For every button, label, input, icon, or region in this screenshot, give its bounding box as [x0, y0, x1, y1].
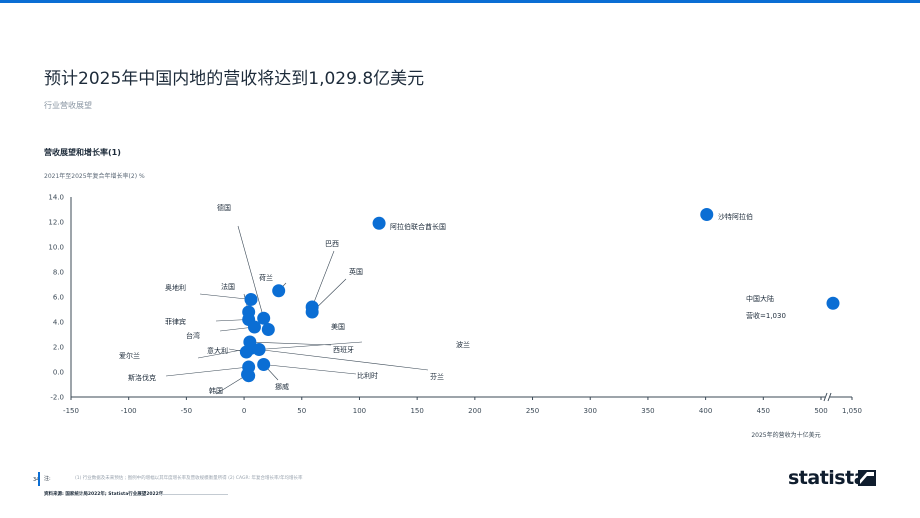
- point-label: 阿拉伯联合酋长国: [390, 222, 446, 231]
- point-label: 挪威: [275, 382, 289, 391]
- y-tick-label: 0.0: [53, 369, 64, 377]
- point-label: 荷兰: [259, 273, 273, 282]
- point-label: 台湾: [186, 331, 200, 340]
- point-label: 法国: [221, 282, 235, 291]
- data-point: [272, 284, 286, 298]
- x-axis-label: 2025年的营收为十亿美元: [751, 431, 820, 439]
- x-tick-label: 250: [526, 407, 539, 415]
- y-tick-label: 2.0: [53, 344, 64, 352]
- data-point: [242, 369, 256, 383]
- y-tick-label: 10.0: [48, 244, 64, 252]
- point-label: 巴西: [325, 240, 339, 248]
- x-tick-label: 150: [410, 407, 423, 415]
- y-tick-label: 12.0: [48, 219, 64, 227]
- leader-line: [263, 364, 357, 375]
- leader-line: [237, 225, 264, 319]
- y-tick-label: 14.0: [48, 194, 64, 202]
- x-tick-label: 200: [468, 407, 481, 415]
- data-point: [257, 358, 271, 371]
- source-divider: [160, 494, 228, 495]
- source-text: 资料来源: 国家统计局2022年; Statista行业展望2022年: [44, 492, 164, 497]
- point-label: 德国: [217, 203, 231, 212]
- point-label: 韩国: [209, 386, 223, 395]
- x-tick-label: 100: [353, 407, 366, 415]
- leader-line: [249, 341, 332, 346]
- footnote-label: 注:: [44, 476, 51, 482]
- leader-line: [259, 349, 429, 371]
- axis-break-gap: [825, 393, 830, 401]
- page-subtitle: 行业营收展望: [44, 101, 92, 110]
- footnote-text: (1) 行业数据及未来预估 ; 图例中的增幅以其年度增长率及营收规模衡量所得 (…: [75, 476, 303, 481]
- page-number: 34: [33, 477, 40, 483]
- point-label: 西班牙: [333, 345, 354, 354]
- x-tick-label: -100: [121, 407, 137, 415]
- top-accent-bar: [0, 0, 920, 3]
- x-tick-label: 450: [757, 407, 770, 415]
- data-point: [700, 208, 714, 221]
- point-label: 比利时: [357, 371, 378, 380]
- axis-break-mark: [827, 392, 832, 402]
- data-point: [372, 216, 386, 230]
- point-label: 意大利: [207, 346, 228, 355]
- x-tick-label: 0: [242, 407, 246, 415]
- data-point: [305, 305, 319, 319]
- scatter-chart: -150 -100 -50 0 50 100 150 200 250 300 350 400 450 50…: [48, 194, 862, 440]
- point-label: 中国大陆: [746, 294, 774, 303]
- x-tick-label: 1,050: [842, 407, 862, 415]
- statista-logo[interactable]: statista: [788, 467, 867, 489]
- statista-logo-mark-icon: [858, 470, 876, 486]
- point-label: 芬兰: [430, 372, 444, 381]
- x-tick-label: 500: [814, 407, 827, 415]
- x-tick-label: -150: [63, 407, 79, 415]
- x-tick-label: 350: [641, 407, 654, 415]
- y-tick-label: -2.0: [50, 394, 64, 402]
- data-point: [244, 293, 258, 306]
- y-tick-label: 8.0: [53, 269, 64, 277]
- data-point: [252, 343, 266, 356]
- x-tick-label: 400: [699, 407, 712, 415]
- leader-line: [311, 250, 335, 308]
- y-axis-label: 2021年至2025年复合年增长率(2) %: [44, 173, 145, 180]
- data-point: [257, 311, 271, 325]
- y-tick-label: 4.0: [53, 319, 64, 327]
- leader-line: [199, 293, 252, 300]
- point-label: 英国: [349, 267, 363, 276]
- point-label: 沙特阿拉伯: [718, 212, 753, 221]
- data-point: [826, 296, 840, 310]
- y-tick-label: 6.0: [53, 294, 64, 302]
- point-label: 斯洛伐克: [128, 373, 156, 382]
- x-tick-label: 50: [297, 407, 306, 415]
- point-label: 美国: [331, 322, 345, 331]
- point-label: 菲律宾: [165, 317, 186, 326]
- data-point: [247, 320, 261, 334]
- data-point: [239, 345, 253, 359]
- point-label: 波兰: [456, 340, 470, 349]
- footer-accent-bar: [38, 472, 40, 486]
- x-tick-label: 300: [584, 407, 597, 415]
- point-label: 奥地利: [165, 283, 186, 292]
- leader-line: [165, 366, 249, 377]
- point-label: 营收=1,030: [746, 311, 786, 320]
- x-tick-label: -50: [181, 407, 192, 415]
- data-point: [261, 323, 275, 336]
- leader-line: [259, 341, 363, 350]
- axis-break-mark: [823, 392, 828, 402]
- page-title: 预计2025年中国内地的营收将达到1,029.8亿美元: [44, 69, 425, 89]
- point-label: 爱尔兰: [119, 351, 140, 360]
- chart-title: 营收展望和增长率(1): [44, 148, 121, 157]
